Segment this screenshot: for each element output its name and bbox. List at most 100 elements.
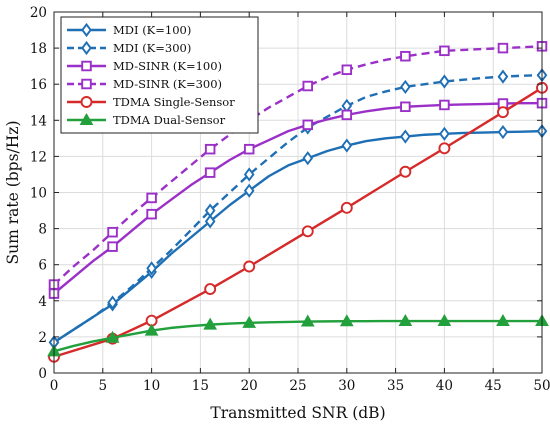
series-5 <box>47 314 549 357</box>
data-point-marker <box>302 80 314 92</box>
legend-label: TDMA Single-Sensor <box>113 95 235 109</box>
legend-label: MDI (K=100) <box>113 23 191 37</box>
legend-marker <box>81 40 92 56</box>
legend-item: MD-SINR (K=300) <box>67 77 222 91</box>
data-point-marker <box>497 42 509 54</box>
data-point-marker <box>341 138 353 153</box>
data-point-marker <box>302 119 314 131</box>
data-point-marker <box>301 225 314 238</box>
series-line <box>53 45 543 286</box>
legend-label: MD-SINR (K=300) <box>113 77 222 91</box>
series-line <box>53 129 543 344</box>
legend-marker <box>81 60 92 72</box>
data-point-marker <box>203 317 218 330</box>
x-axis-title: Transmitted SNR (dB) <box>210 404 385 422</box>
y-tick-label: 20 <box>30 5 47 21</box>
x-tick-label: 25 <box>289 378 306 394</box>
legend-marker <box>81 78 92 90</box>
data-point-marker <box>204 143 216 155</box>
data-point-marker <box>496 314 510 327</box>
legend-item: TDMA Single-Sensor <box>67 95 235 109</box>
data-point-marker <box>243 143 255 155</box>
data-point-marker <box>107 241 118 252</box>
y-tick-label: 16 <box>30 77 47 93</box>
data-point-marker <box>497 124 509 140</box>
data-point-marker <box>339 314 354 327</box>
legend-label: MDI (K=300) <box>113 41 191 55</box>
legend-marker <box>81 22 92 38</box>
data-point-marker <box>439 126 450 141</box>
data-point-marker <box>242 315 257 328</box>
y-tick-label: 6 <box>38 258 47 274</box>
x-tick-label: 35 <box>387 378 404 394</box>
data-point-marker <box>204 214 216 229</box>
x-tick-label: 30 <box>338 378 355 394</box>
data-point-marker <box>146 192 157 204</box>
data-point-marker <box>439 74 450 89</box>
data-point-marker <box>204 283 217 296</box>
data-point-marker <box>243 260 256 273</box>
y-tick-label: 4 <box>38 294 47 310</box>
y-tick-label: 8 <box>38 222 47 238</box>
data-point-marker <box>340 201 353 214</box>
legend-item: MDI (K=300) <box>67 40 191 56</box>
x-tick-label: 45 <box>485 378 502 394</box>
data-point-marker <box>144 323 159 336</box>
data-point-marker <box>243 183 255 198</box>
data-point-marker <box>302 151 314 166</box>
x-tick-label: 10 <box>143 378 160 394</box>
data-point-marker <box>399 165 412 178</box>
series-line <box>53 101 542 295</box>
data-point-marker <box>243 167 255 182</box>
series-line <box>53 319 542 353</box>
x-tick-label: 40 <box>436 378 453 394</box>
legend-label: MD-SINR (K=100) <box>113 59 222 73</box>
x-tick-label: 15 <box>192 378 209 394</box>
data-point-marker <box>204 167 216 178</box>
x-tick-label: 50 <box>533 378 550 394</box>
y-tick-label: 2 <box>38 330 47 346</box>
data-point-marker <box>437 314 452 327</box>
data-point-marker <box>341 64 353 76</box>
x-tick-label: 0 <box>50 378 59 394</box>
data-point-marker <box>204 203 216 218</box>
data-point-marker <box>400 79 411 94</box>
data-point-marker <box>146 261 157 276</box>
legend-item: MDI (K=100) <box>67 22 191 38</box>
data-point-marker <box>400 129 411 144</box>
data-point-marker <box>107 226 118 238</box>
data-point-marker <box>497 69 509 84</box>
data-point-marker <box>146 208 157 220</box>
data-point-marker <box>398 314 413 327</box>
series-group <box>47 41 549 363</box>
data-point-marker <box>438 142 451 155</box>
legend-box <box>60 16 259 134</box>
data-point-marker <box>107 295 118 310</box>
data-point-marker <box>497 106 509 119</box>
data-point-marker <box>105 330 120 343</box>
x-tick-label: 20 <box>241 378 258 394</box>
data-point-marker <box>439 99 450 111</box>
y-tick-label: 14 <box>30 113 47 129</box>
y-tick-label: 10 <box>30 186 47 202</box>
data-point-marker <box>400 50 411 62</box>
axis-ticks: 0 5 10 15 20 25 30 35 40 45 50 0 2 4 6 8 10 12 14 16 18 20 <box>30 5 550 394</box>
legend-marker <box>79 112 94 125</box>
x-tick-label: 5 <box>99 378 108 394</box>
y-tick-label: 0 <box>38 366 47 382</box>
y-axis-title: Sum rate (bps/Hz) <box>4 120 22 264</box>
legend-item: MD-SINR (K=100) <box>67 59 222 73</box>
legend-label: TDMA Dual-Sensor <box>113 113 226 127</box>
data-point-marker <box>341 109 353 121</box>
y-tick-label: 18 <box>30 41 47 57</box>
data-point-marker <box>300 314 315 327</box>
series-4 <box>48 81 548 363</box>
legend: MDI (K=100) MDI (K=300) MD-SINR (K=100) MD-… <box>60 16 259 134</box>
data-point-marker <box>439 45 450 57</box>
legend-item: TDMA Dual-Sensor <box>67 112 226 127</box>
legend-marker <box>80 96 93 108</box>
series-line <box>53 73 543 344</box>
y-tick-label: 12 <box>30 149 47 165</box>
data-point-marker <box>400 101 411 113</box>
